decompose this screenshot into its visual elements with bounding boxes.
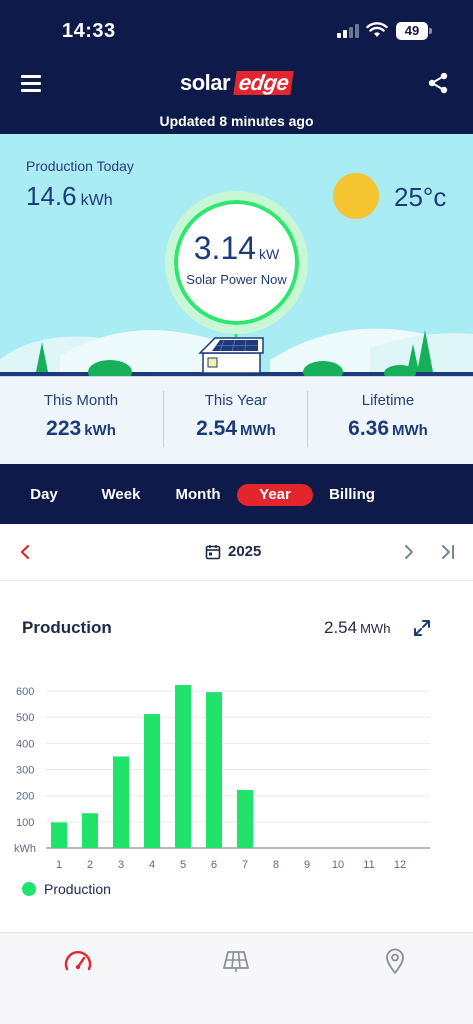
production-hero: Production Today 14.6 kWh 25°c 3.14 kW Sol… [0,134,473,376]
stat-label: Lifetime [361,392,415,409]
house-icon [198,337,264,374]
production-today-value: 14.6 kWh [26,181,113,211]
production-today-unit: kWh [80,192,113,209]
status-bar: 14:33 49 [0,0,473,58]
stat-label: This Month [43,392,119,409]
stat-value: 2.54 MWh [196,417,276,440]
bar-month-5 [175,685,191,848]
selected-year[interactable]: 2025 [228,543,262,560]
x-tick-label: 9 [304,859,310,871]
bottom-navigation [0,932,473,1024]
x-tick-label: 8 [273,859,279,871]
divider [307,391,308,447]
battery-indicator: 49 [396,22,432,40]
bar-month-4 [144,714,160,848]
temperature: 25°c [394,182,447,212]
stat-lifetime: Lifetime 6.36 MWh [308,377,468,465]
power-value: 3.14 kW [193,230,280,266]
calendar-icon[interactable] [205,544,221,560]
chart-title: Production [22,618,112,637]
chevron-right-icon[interactable] [400,543,418,561]
location-pin-icon[interactable] [380,947,410,975]
x-tick-label: 10 [332,859,344,871]
status-time: 14:33 [62,20,116,42]
sun-icon [333,173,379,219]
menu-icon[interactable] [21,73,43,92]
y-axis-unit-label: kWh [14,843,36,855]
y-tick-label: 400 [16,738,34,750]
x-tick-label: 6 [211,859,217,871]
logo-edge-text: edge [233,70,295,95]
date-navigator: 2025 [0,524,473,581]
landscape-illustration [0,322,473,376]
signal-icon [337,24,359,38]
wifi-icon [366,22,388,37]
x-tick-label: 7 [242,859,248,871]
tab-week[interactable]: Week [101,486,141,503]
battery-level: 49 [396,22,428,40]
power-label: Solar Power Now [186,272,287,287]
divider [163,391,164,447]
bar-month-1 [51,822,67,848]
solar-panel-icon[interactable] [221,947,251,975]
chart-total: 2.54 MWh [324,618,391,637]
y-tick-label: 100 [16,817,34,829]
x-tick-label: 12 [394,859,406,871]
bar-month-6 [206,692,222,848]
period-tabs: Day Week Month Year Billing [0,464,473,524]
share-icon[interactable] [426,71,450,95]
x-tick-label: 11 [363,859,374,871]
bar-month-7 [237,789,253,848]
stat-value: 6.36 MWh [348,417,428,440]
chevron-left-icon[interactable] [16,543,34,561]
y-tick-label: 500 [16,712,34,724]
power-unit: kW [259,246,280,262]
skip-end-icon[interactable] [439,543,457,561]
legend-label: Production [44,881,111,897]
x-tick-label: 1 [56,859,62,871]
stat-value: 223 kWh [46,417,116,440]
app-header: solar edge Updated 8 minutes ago [0,58,473,134]
tab-billing[interactable]: Billing [329,486,375,503]
stat-label: This Year [204,392,268,409]
tab-month[interactable]: Month [175,486,221,503]
x-tick-label: 3 [118,859,124,871]
updated-status: Updated 8 minutes ago [159,113,314,129]
stat-this-year: This Year 2.54 MWh [164,377,308,465]
dashboard-gauge-icon[interactable] [63,947,93,975]
y-tick-label: 200 [16,791,34,803]
x-tick-label: 5 [180,859,186,871]
expand-icon[interactable] [413,619,431,637]
solar-power-now-gauge[interactable]: 3.14 kW Solar Power Now [165,191,308,334]
x-tick-label: 4 [149,859,155,871]
y-tick-label: 300 [16,765,34,777]
bar-month-3 [113,756,129,848]
y-tick-label: 600 [16,686,34,698]
x-tick-label: 2 [87,859,93,871]
production-today-label: Production Today [26,158,134,174]
solaredge-logo: solar edge [180,70,295,96]
production-summary: This Month 223 kWh This Year 2.54 MWh Life… [0,376,473,464]
logo-solar-text: solar [180,70,231,95]
tab-day[interactable]: Day [30,486,58,503]
bar-month-2 [82,813,98,848]
tab-year[interactable]: Year [237,484,313,506]
production-chart-card: Production 2.54 MWh 100 200 300 400 500 600 kWh… [0,582,473,932]
stat-this-month: This Month 223 kWh [0,377,162,465]
legend-swatch [22,882,36,896]
